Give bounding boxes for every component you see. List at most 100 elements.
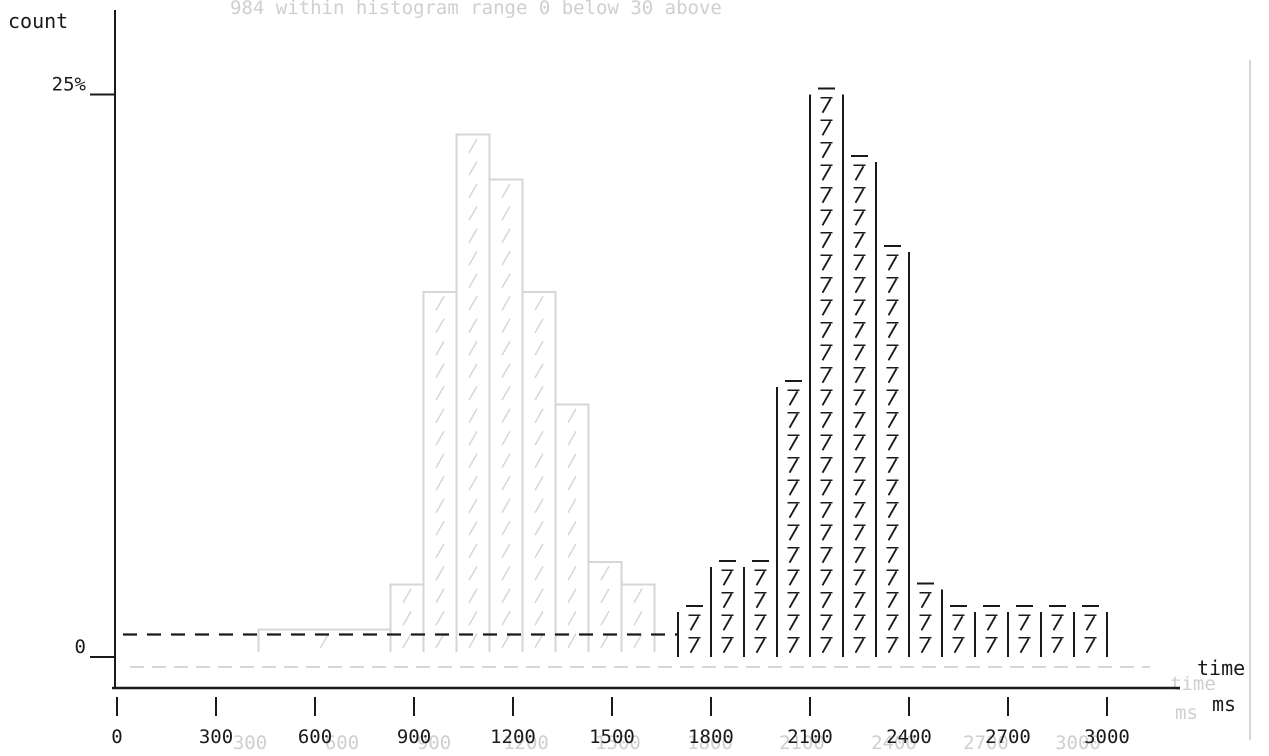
show-through-tick-label: 2400: [871, 732, 917, 752]
bar-hatch: [788, 413, 799, 429]
show-through-hatch: [402, 610, 412, 626]
show-through-label: time: [1170, 673, 1216, 695]
show-through-bar-0: [422, 291, 458, 652]
show-through-tick-label: 300: [233, 732, 267, 752]
bar-hatch: [887, 615, 898, 631]
show-through-hatch: [468, 318, 478, 334]
bar-hatch: [755, 638, 766, 654]
show-through-bar-5: [587, 561, 623, 652]
x-tick-label: 0: [111, 726, 122, 748]
show-through-hatch: [435, 430, 445, 446]
bar-hatch: [821, 120, 832, 136]
bar-hatch: [821, 548, 832, 564]
bar-hatch: [722, 570, 733, 586]
show-through-hatch: [501, 453, 511, 469]
bar-hatch: [854, 570, 865, 586]
show-through-hatch: [600, 633, 610, 649]
show-through-hatch: [633, 633, 643, 649]
bar-10: [974, 612, 1009, 657]
bar-hatch: [788, 390, 799, 406]
bar-hatch: [755, 593, 766, 609]
bar-hatch: [887, 458, 898, 474]
show-through-bar-6: [389, 583, 425, 652]
bar-hatch: [854, 435, 865, 451]
bar-hatch: [887, 368, 898, 384]
show-through-hatch: [534, 340, 544, 356]
bar-hatch: [788, 593, 799, 609]
show-through-hatch: [435, 543, 445, 559]
show-through-hatch: [468, 250, 478, 266]
y-axis-label: count: [8, 9, 68, 33]
show-through-hatch: [534, 633, 544, 649]
bar-hatch: [755, 615, 766, 631]
bar-hatch: [854, 503, 865, 519]
bar-hatch: [887, 345, 898, 361]
bar-3: [743, 567, 778, 657]
bar-hatch: [821, 390, 832, 406]
bar-hatch: [887, 413, 898, 429]
show-through-hatch: [435, 565, 445, 581]
show-through-hatch: [501, 408, 511, 424]
bar-hatch: [953, 615, 964, 631]
show-through-hatch: [534, 363, 544, 379]
show-through-hatch: [501, 295, 511, 311]
show-through-hatch: [468, 273, 478, 289]
x-tick-label: 300: [199, 726, 233, 748]
show-through-hatch: [567, 498, 577, 514]
bar-hatch: [854, 615, 865, 631]
show-through-hatch: [468, 543, 478, 559]
bar-hatch: [854, 593, 865, 609]
bar-hatch: [1052, 638, 1063, 654]
bar-4: [776, 387, 811, 657]
show-through-hatch: [534, 295, 544, 311]
show-through-hatch: [468, 565, 478, 581]
show-through-hatch: [501, 475, 511, 491]
show-through-tick-label: 2100: [779, 732, 825, 752]
bar-hatch: [920, 638, 931, 654]
bar-hatch: [821, 503, 832, 519]
bar-hatch: [854, 368, 865, 384]
show-through-hatch: [468, 228, 478, 244]
show-through-hatch: [567, 430, 577, 446]
show-through-hatch: [435, 588, 445, 604]
bar-hatch: [788, 615, 799, 631]
show-through-hatch: [534, 543, 544, 559]
bar-hatch: [854, 390, 865, 406]
bar-hatch: [821, 323, 832, 339]
bar-hatch: [920, 593, 931, 609]
x-tick-label: 1200: [490, 726, 536, 748]
show-through-hatch: [633, 610, 643, 626]
show-through-hatch: [402, 588, 412, 604]
bar-hatch: [821, 98, 832, 114]
bar-hatch: [854, 233, 865, 249]
show-through-hatch: [501, 498, 511, 514]
x-tick-label: 1800: [688, 726, 734, 748]
show-through-hatch: [468, 205, 478, 221]
bar-hatch: [1085, 638, 1096, 654]
bar-hatch: [755, 570, 766, 586]
bar-hatch: [854, 458, 865, 474]
bar-9: [941, 612, 976, 657]
bar-hatch: [986, 638, 997, 654]
show-through-hatch: [501, 588, 511, 604]
show-through-hatch: [468, 453, 478, 469]
show-through-hatch: [501, 228, 511, 244]
show-through-hatch: [435, 385, 445, 401]
bar-hatch: [854, 548, 865, 564]
show-through-hatch: [435, 475, 445, 491]
bar-hatch: [854, 255, 865, 271]
show-through-hatch: [468, 138, 478, 154]
show-through-hatch: [501, 520, 511, 536]
bar-hatch: [722, 593, 733, 609]
bar-hatch: [953, 638, 964, 654]
bar-hatch: [887, 525, 898, 541]
bar-7: [875, 252, 910, 657]
show-through-hatch: [501, 633, 511, 649]
bar-hatch: [887, 278, 898, 294]
bar-hatch: [722, 615, 733, 631]
axes-layer: count time ms: [8, 9, 1245, 716]
bar-hatch: [887, 323, 898, 339]
bar-hatch: [854, 345, 865, 361]
x-axis-unit: ms: [1212, 692, 1236, 716]
